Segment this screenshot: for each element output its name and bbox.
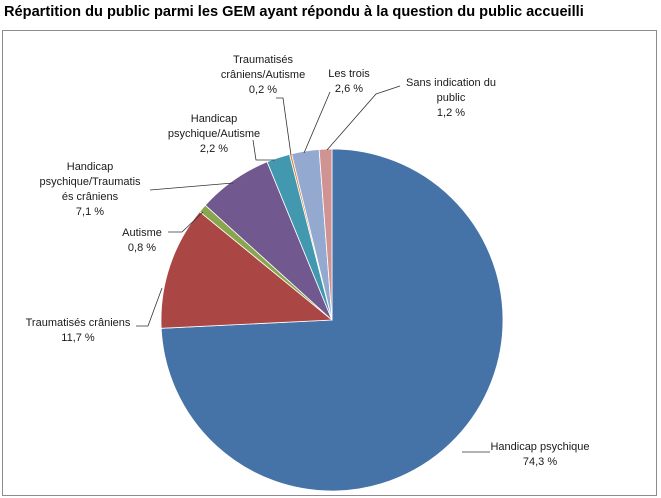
data-label-traumatises-craniens: Traumatisés crâniens 11,7 % — [26, 317, 131, 344]
leader-line-sans-indication-du-public — [326, 85, 401, 151]
page-title: Répartition du public parmi les GEM ayan… — [4, 4, 584, 20]
pie-slice-traumatises-craniens — [160, 211, 334, 329]
data-label-handicap-psychique-autisme: Handicap psychique/Autisme 2,2 % — [168, 113, 260, 155]
data-label-les-trois: Les trois 2,6 % — [328, 68, 370, 95]
data-label-handicap-psychique-traumatises-craniens: Handicap psychique/Traumatis és crâniens 7,… — [39, 161, 141, 218]
leader-line-traumatises-craniens-autisme — [276, 97, 292, 156]
pie-slice-sans-indication-du-public — [318, 148, 333, 321]
data-label-traumatises-craniens-autisme: Traumatisés crâniens/Autisme 0,2 % — [221, 54, 305, 96]
leader-line-autisme — [168, 211, 204, 233]
leader-line-handicap-psychique-autisme — [252, 139, 275, 161]
data-label-autisme: Autisme 0,8 % — [122, 227, 162, 254]
leader-line-handicap-psychique-traumatises-craniens — [149, 182, 234, 191]
leader-line-traumatises-craniens — [136, 287, 163, 327]
data-label-handicap-psychique: Handicap psychique 74,3 % — [490, 441, 589, 468]
leader-line-les-trois — [303, 91, 331, 154]
data-label-sans-indication-du-public: Sans indication du public 1,2 % — [406, 77, 496, 119]
